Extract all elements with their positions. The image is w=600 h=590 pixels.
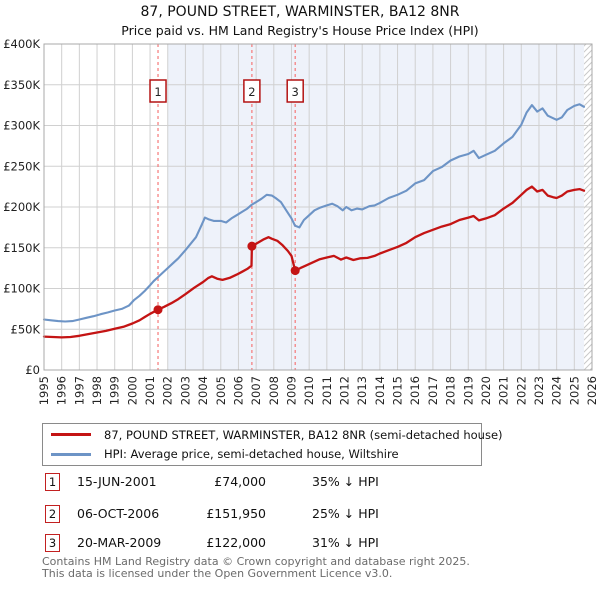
svg-text:2024: 2024 xyxy=(550,376,564,405)
svg-text:2003: 2003 xyxy=(178,376,192,405)
transaction-vs-hpi: 25% ↓ HPI xyxy=(312,505,379,521)
svg-text:2007: 2007 xyxy=(249,376,263,405)
svg-text:2006: 2006 xyxy=(231,376,245,405)
legend-item-price: 87, POUND STREET, WARMINSTER, BA12 8NR (… xyxy=(51,426,503,444)
svg-text:2004: 2004 xyxy=(196,376,210,405)
svg-text:£100K: £100K xyxy=(3,282,40,296)
svg-text:2023: 2023 xyxy=(532,376,546,405)
legend-label: HPI: Average price, semi-detached house,… xyxy=(104,447,399,462)
transaction-number-badge: 3 xyxy=(45,533,60,552)
svg-text:2012: 2012 xyxy=(338,376,352,405)
price-chart: £0 £50K £100K £150K £200K £250K £300K £350K £400… xyxy=(3,37,599,405)
svg-text:2013: 2013 xyxy=(355,376,369,405)
chart-legend: 87, POUND STREET, WARMINSTER, BA12 8NR (… xyxy=(42,423,503,466)
svg-text:£250K: £250K xyxy=(3,159,40,173)
license-footer: Contains HM Land Registry data © Crown c… xyxy=(42,556,470,579)
sale-points xyxy=(153,241,300,315)
svg-text:2002: 2002 xyxy=(161,376,175,405)
hpi-line xyxy=(42,103,586,323)
svg-text:£150K: £150K xyxy=(3,241,40,255)
svg-text:£300K: £300K xyxy=(3,119,40,133)
legend-item-hpi: HPI: Average price, semi-detached house,… xyxy=(51,445,481,463)
transaction-vs-hpi: 35% ↓ HPI xyxy=(312,473,379,489)
svg-text:£400K: £400K xyxy=(3,37,40,51)
transaction-date: 20-MAR-2009 xyxy=(77,534,162,550)
footer-line-1: Contains HM Land Registry data © Crown c… xyxy=(42,555,470,568)
transaction-price: £122,000 xyxy=(206,534,266,550)
svg-text:1: 1 xyxy=(154,85,161,99)
hpi-line-swatch xyxy=(51,452,91,456)
svg-text:2001: 2001 xyxy=(143,376,157,405)
page-title: 87, POUND STREET, WARMINSTER, BA12 8NR xyxy=(140,4,460,20)
transaction-row: 1 15-JUN-2001 £74,000 35% ↓ HPI xyxy=(45,472,385,493)
transaction-row: 3 20-MAR-2009 £122,000 31% ↓ HPI xyxy=(45,533,385,554)
svg-text:2026: 2026 xyxy=(585,376,599,405)
svg-text:2018: 2018 xyxy=(444,376,458,405)
transaction-price: £151,950 xyxy=(206,505,266,521)
page-subtitle: Price paid vs. HM Land Registry's House … xyxy=(121,23,479,38)
transaction-number-badge: 2 xyxy=(45,504,60,523)
sale-marker-badges: 1 2 3 xyxy=(149,79,304,103)
svg-text:1998: 1998 xyxy=(90,376,104,405)
svg-text:2010: 2010 xyxy=(302,376,316,405)
x-axis-labels: 1995 1996 1997 1998 1999 2000 2001 2002 2003 2004… xyxy=(37,376,599,405)
svg-text:3: 3 xyxy=(292,85,299,99)
transaction-row: 2 06-OCT-2006 £151,950 25% ↓ HPI xyxy=(45,504,385,525)
svg-text:2009: 2009 xyxy=(284,376,298,405)
transaction-number-badge: 1 xyxy=(45,472,60,491)
svg-text:2014: 2014 xyxy=(373,376,387,405)
svg-text:2017: 2017 xyxy=(426,376,440,405)
svg-text:2008: 2008 xyxy=(267,376,281,405)
svg-text:2022: 2022 xyxy=(514,376,528,405)
svg-text:1995: 1995 xyxy=(37,376,51,405)
svg-text:£350K: £350K xyxy=(3,78,40,92)
svg-text:2019: 2019 xyxy=(461,376,475,405)
svg-text:2021: 2021 xyxy=(497,376,511,405)
svg-text:£0: £0 xyxy=(25,363,40,377)
svg-text:1999: 1999 xyxy=(108,376,122,405)
y-axis-labels: £0 £50K £100K £150K £200K £250K £300K £350K £400… xyxy=(3,37,40,377)
svg-text:2011: 2011 xyxy=(320,376,334,405)
price-line-swatch xyxy=(51,433,91,437)
transaction-vs-hpi: 31% ↓ HPI xyxy=(312,534,379,550)
svg-text:1996: 1996 xyxy=(55,376,69,405)
svg-text:2005: 2005 xyxy=(214,376,228,405)
svg-text:2025: 2025 xyxy=(567,376,581,405)
footer-line-2: This data is licensed under the Open Gov… xyxy=(42,566,393,580)
svg-text:2015: 2015 xyxy=(391,376,405,405)
transaction-date: 15-JUN-2001 xyxy=(77,473,157,489)
svg-text:1997: 1997 xyxy=(72,376,86,405)
svg-text:£50K: £50K xyxy=(11,322,41,336)
svg-text:2000: 2000 xyxy=(125,376,139,405)
svg-text:2: 2 xyxy=(248,85,255,99)
svg-text:2020: 2020 xyxy=(479,376,493,405)
svg-text:2016: 2016 xyxy=(408,376,422,405)
legend-label: 87, POUND STREET, WARMINSTER, BA12 8NR (… xyxy=(104,427,503,442)
svg-text:£200K: £200K xyxy=(3,200,40,214)
transaction-date: 06-OCT-2006 xyxy=(77,505,160,521)
transaction-price: £74,000 xyxy=(214,473,266,489)
